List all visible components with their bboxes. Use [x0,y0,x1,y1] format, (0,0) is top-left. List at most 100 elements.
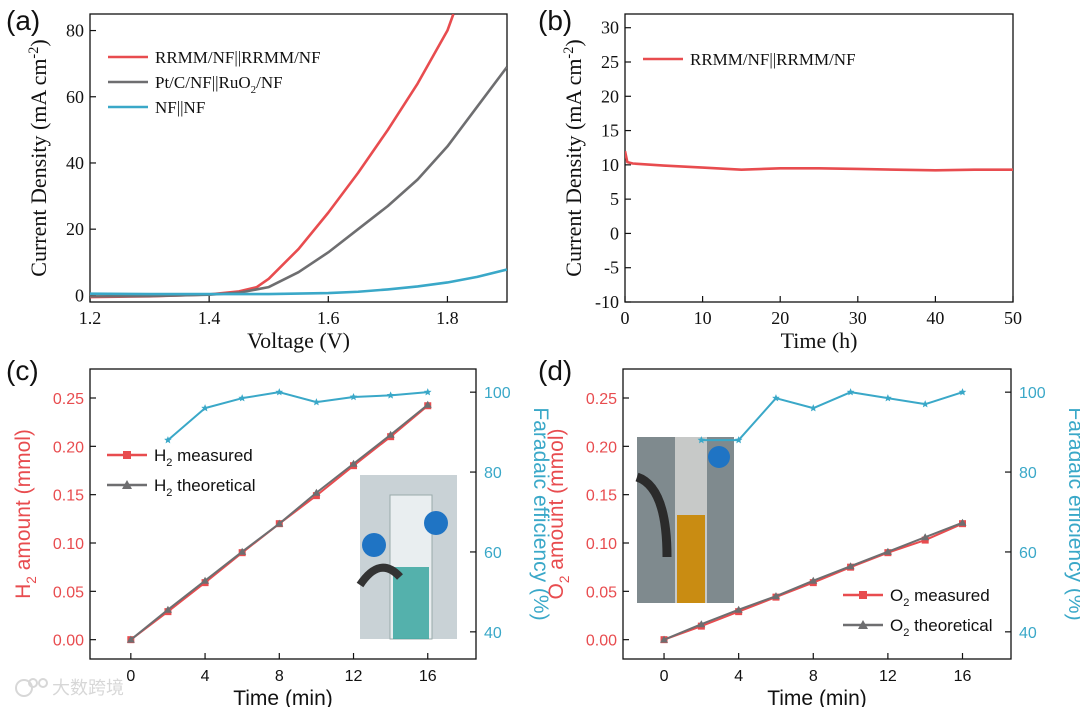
cap-right [424,511,448,535]
x-tick-label: 1.2 [79,308,102,328]
data-point [163,605,172,613]
data-point [312,398,321,406]
data-point [697,620,706,628]
x-axis-label: Voltage (V) [247,328,350,353]
legend-entry: O2 measured [843,586,990,609]
inset-photo [635,437,734,603]
x-axis-label: Time (min) [767,687,867,707]
data-point [201,404,209,412]
legend-label: H2 measured [154,446,253,469]
series-nf-nf [90,268,507,296]
data-point [349,459,358,467]
y-tick-label: 20 [601,86,619,106]
panel-label: (c) [6,355,39,386]
legend-entry: H2 theoretical [107,476,256,499]
burette-liquid [677,515,705,603]
burette-liquid [393,567,429,639]
legend-entry: O2 theoretical [843,616,993,639]
y-tick-label: 0.20 [586,439,617,456]
legend-label: RRMM/NF||RRMM/NF [690,50,856,69]
series-line [90,66,507,298]
panel-label: (d) [538,355,572,386]
y-tick-label: 0.10 [586,536,617,553]
y-tick-label: 0.25 [53,391,84,408]
x-tick-label: 12 [345,668,363,685]
legend-marker [123,451,131,459]
y-tick-label: 20 [66,219,84,239]
series-faradaic-efficiency [697,388,967,444]
y-tick-label: 15 [601,121,619,141]
watermark: 大数跨境 [15,678,124,699]
legend-marker [859,591,867,599]
legend-marker [858,620,868,629]
data-point [958,388,967,396]
data-point [201,576,210,584]
legend-label: O2 measured [890,586,990,609]
panel-d: (d) 0 4 8 12 16 0.00 0.05 0.10 0.15 0.20 0.25 40 60 80… [538,355,1080,707]
data-point [423,400,432,408]
panel-label: (a) [6,5,40,36]
data-point [734,436,743,444]
plot-frame [624,13,1014,303]
y2-tick-label: 100 [484,385,511,402]
data-point [809,576,818,584]
y2-axis-label: Faradaic efficiency (%) [1064,407,1080,620]
y-tick-label: 80 [66,21,84,41]
y-tick-label: -10 [595,292,619,312]
data-point [883,547,892,555]
x-tick-label: 0 [126,668,135,685]
data-point [349,392,358,401]
tube-clamp [356,563,403,588]
y-tick-label: 10 [601,155,619,175]
series-line [90,268,507,296]
series-line [167,391,428,441]
x-tick-label: 4 [201,668,210,685]
series-line [625,150,1013,172]
data-point [238,394,246,402]
panel-a: (a) 1.2 1.4 1.6 1.8 0 20 40 60 80 Voltage (V) Curre… [6,5,508,353]
data-point [238,547,247,555]
series-line [701,391,963,442]
x-tick-label: 0 [660,668,669,685]
y-tick-label: -5 [604,258,619,278]
y-axis-label: Current Density (mA cm-2) [26,39,51,276]
watermark-logo-icon [15,678,48,697]
series-faradaic-efficiency [164,388,432,444]
y-tick-label: 0.15 [53,488,84,505]
x-tick-label: 8 [275,668,284,685]
y-tick-label: 30 [601,18,619,38]
x-tick-label: 4 [734,668,743,685]
data-point [312,488,321,496]
legend-label: NF||NF [155,98,205,117]
y-tick-label: 0.25 [586,391,617,408]
y-tick-label: 0.15 [586,488,617,505]
y-axis-label: O2 amount (mmol) [545,429,572,600]
data-point [386,391,395,399]
tube-clamp [635,472,672,558]
y2-tick-label: 40 [1019,625,1037,642]
legend-entry: RRMM/NF||RRMM/NF [643,50,856,69]
data-point [164,436,172,444]
plot-frame [622,368,1012,660]
y2-tick-label: 100 [1019,385,1046,402]
data-point [697,436,706,444]
panel-c: (c) 0 4 8 12 16 0.00 0.05 0.10 0.15 0.20 0.25 40 60 80… [6,355,552,707]
y-tick-label: 0.10 [53,536,84,553]
y-tick-label: 0.05 [53,584,84,601]
data-point [734,605,743,613]
data-point [423,388,432,396]
watermark-text: 大数跨境 [52,678,124,699]
y-tick-label: 0 [610,223,619,243]
series-h2-theoretical [126,400,432,643]
data-point [126,635,135,643]
legend-entry: H2 measured [107,446,253,469]
y-tick-label: 0.20 [53,439,84,456]
x-tick-label: 12 [879,668,897,685]
legend-marker [122,480,132,489]
y2-axis-label: Faradaic efficiency (%) [529,407,552,620]
data-point [884,394,892,402]
legend-entry: Pt/C/NF||RuO2/NF [108,73,283,96]
x-tick-label: 1.6 [317,308,340,328]
